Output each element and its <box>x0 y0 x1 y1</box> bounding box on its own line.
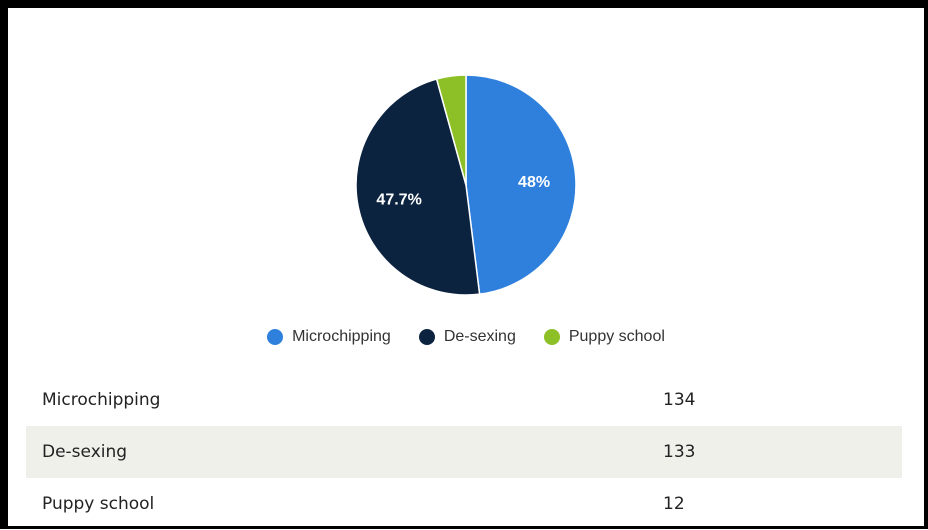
legend-marker-microchipping <box>267 329 284 345</box>
legend-item-puppy-school[interactable]: Puppy school <box>543 328 665 346</box>
row-value: 12 <box>663 494 685 514</box>
legend-label: De-sexing <box>443 328 516 345</box>
data-label-microchipping: 48% <box>518 174 550 191</box>
pie-slice-de-sexing[interactable] <box>355 78 481 296</box>
row-name: Microchipping <box>42 390 161 410</box>
table-row: Microchipping 134 <box>26 374 902 426</box>
legend-item-microchipping[interactable]: Microchipping <box>267 328 391 346</box>
row-value: 133 <box>663 442 696 462</box>
pie-slice-puppy-school[interactable] <box>435 74 467 186</box>
legend-label: Microchipping <box>292 328 391 345</box>
row-name: Puppy school <box>42 494 155 514</box>
row-name: De-sexing <box>42 442 128 462</box>
legend-item-de-sexing[interactable]: De-sexing <box>418 328 516 346</box>
legend-marker-de-sexing <box>418 329 435 345</box>
table-row: Puppy school 12 <box>26 478 902 530</box>
legend-label: Puppy school <box>568 328 665 345</box>
legend-marker-puppy-school <box>543 329 560 345</box>
chart-legend: Microchipping De-sexing Puppy school <box>8 320 924 354</box>
pie-slice-microchipping[interactable] <box>465 74 577 295</box>
row-value: 134 <box>663 390 696 410</box>
data-table: Microchipping 134 De-sexing 133 Puppy sc… <box>26 374 902 530</box>
data-label-de-sexing: 47.7% <box>376 191 421 208</box>
pie-chart: 48% 47.7% <box>355 74 577 296</box>
table-row: De-sexing 133 <box>26 426 902 478</box>
